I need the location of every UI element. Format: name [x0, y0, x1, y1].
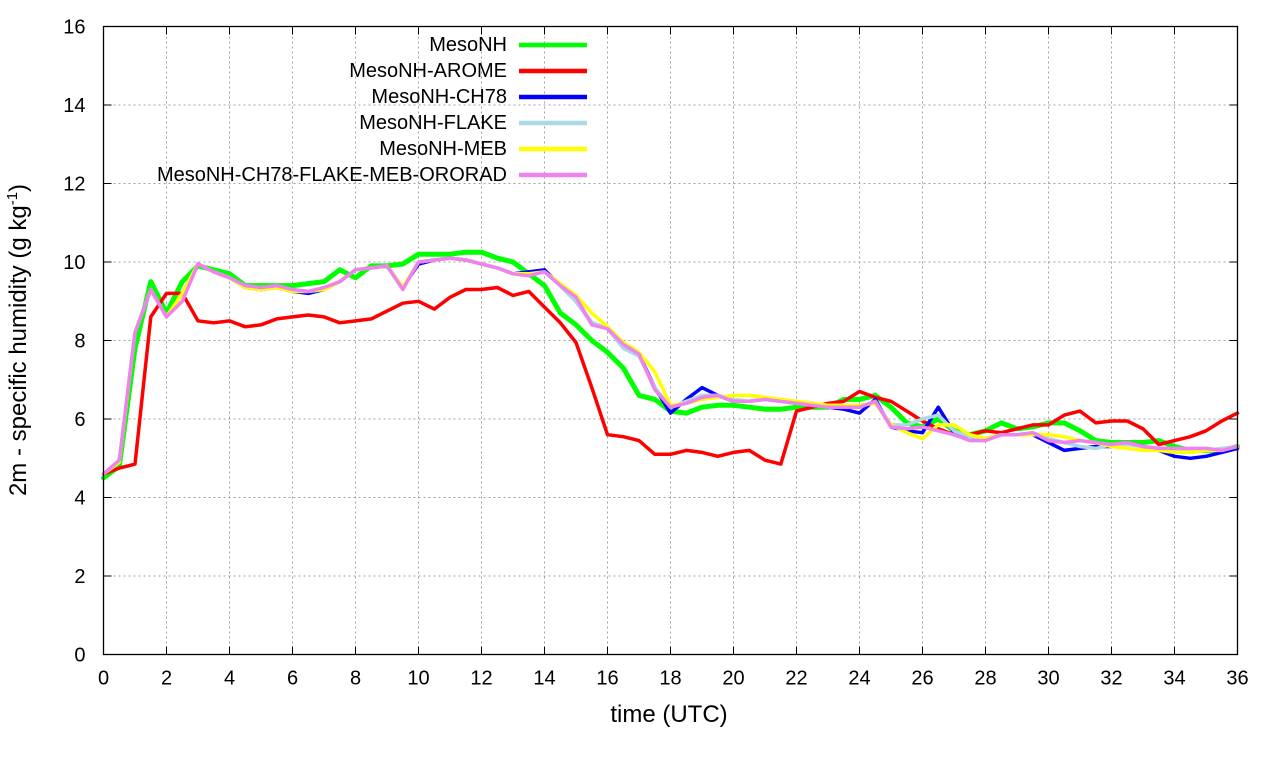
x-tick-label: 0 — [98, 668, 109, 690]
y-axis-label: 2m - specific humidity (g kg-1) — [4, 184, 32, 496]
x-tick-label: 22 — [785, 668, 807, 690]
x-tick-label: 34 — [1163, 668, 1185, 690]
y-tick-label: 6 — [74, 409, 85, 431]
x-tick-label: 24 — [848, 668, 870, 690]
legend-label: MesoNH-CH78-FLAKE-MEB-ORORAD — [157, 164, 507, 186]
y-tick-label: 12 — [63, 174, 85, 196]
y-axis-label-main: 2m - specific humidity (g kg — [5, 205, 32, 496]
axis-ticks: 0 2 4 6 8 10 12 14 16 18 20 22 24 26 28 30 32 34 360246810… — [63, 17, 1248, 690]
legend: MesoNH MesoNH-AROME MesoNH-CH78 MesoNH-FLAK… — [157, 34, 587, 186]
grid — [103, 26, 1238, 655]
series-line-mesonh-ch78-flake-meb-ororad — [101, 256, 1240, 476]
x-tick-label: 26 — [911, 668, 933, 690]
legend-label: MesoNH — [429, 34, 507, 56]
x-tick-label: 18 — [659, 668, 681, 690]
x-tick-label: 36 — [1226, 668, 1248, 690]
x-tick-label: 4 — [224, 668, 235, 690]
legend-label: MesoNH-AROME — [349, 60, 507, 82]
series-line-mesonh-arome — [101, 285, 1240, 476]
x-tick-label: 2 — [161, 668, 172, 690]
x-tick-label: 32 — [1100, 668, 1122, 690]
y-tick-label: 14 — [63, 95, 85, 117]
legend-label: MesoNH-FLAKE — [359, 112, 507, 134]
y-axis-label-end: ) — [5, 184, 32, 192]
x-axis-label: time (UTC) — [610, 701, 727, 728]
y-tick-label: 8 — [74, 331, 85, 353]
y-tick-label: 2 — [74, 566, 85, 588]
series-lines — [101, 249, 1240, 481]
legend-label: MesoNH-MEB — [379, 138, 507, 160]
y-tick-label: 10 — [63, 252, 85, 274]
y-tick-label: 16 — [63, 17, 85, 39]
x-tick-label: 8 — [350, 668, 361, 690]
x-tick-label: 16 — [596, 668, 618, 690]
legend-label: MesoNH-CH78 — [371, 86, 507, 108]
x-tick-label: 10 — [407, 668, 429, 690]
x-tick-label: 12 — [470, 668, 492, 690]
y-tick-label: 4 — [74, 488, 85, 510]
x-tick-label: 20 — [722, 668, 744, 690]
y-tick-label: 0 — [74, 645, 85, 667]
x-tick-label: 14 — [533, 668, 555, 690]
x-tick-label: 28 — [974, 668, 996, 690]
y-axis-label-superscript: -1 — [4, 192, 21, 205]
x-tick-label: 30 — [1037, 668, 1059, 690]
x-tick-label: 6 — [287, 668, 298, 690]
